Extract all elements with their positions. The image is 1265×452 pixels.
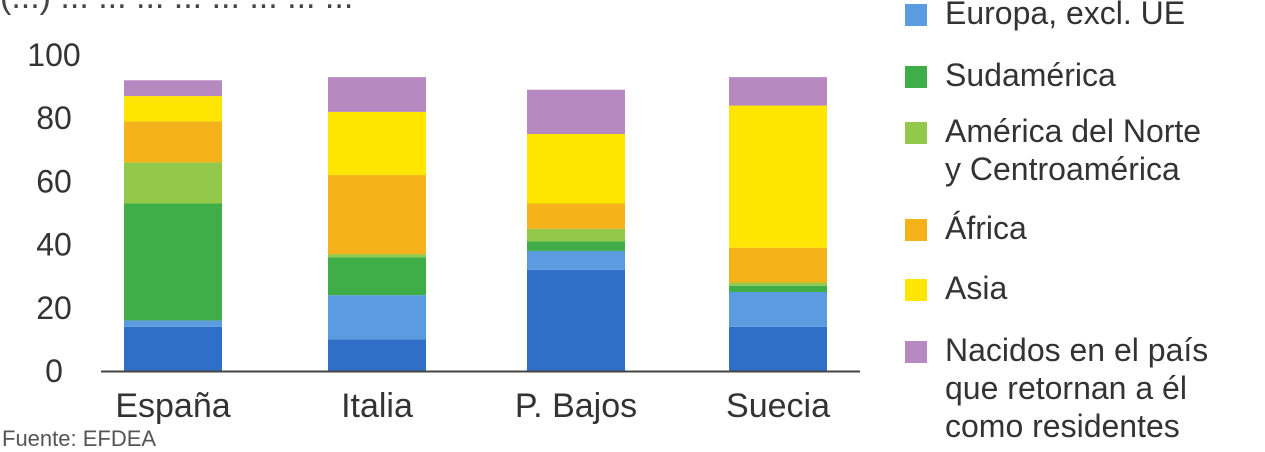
legend-label: América del Norte y Centroamérica xyxy=(945,113,1202,187)
y-tick-label: 40 xyxy=(36,227,72,263)
bar-segment xyxy=(124,162,222,204)
stacked-bar-chart: 0 20 40 60 80 100 España Italia P. Bajos Suecia xyxy=(27,37,860,425)
bar-segment xyxy=(527,269,625,371)
bar-segment xyxy=(124,203,222,321)
bar-segment xyxy=(729,105,827,248)
bar-segment xyxy=(124,80,222,97)
legend-label: Europa, excl. UE xyxy=(945,0,1186,31)
bar-segment xyxy=(729,292,827,327)
x-category-label: España xyxy=(115,387,230,425)
bar-segment xyxy=(527,228,625,242)
legend-item: Nacidos en el país que retornan a él com… xyxy=(905,331,1208,445)
bar-segment xyxy=(328,257,426,296)
y-tick-label: 0 xyxy=(45,353,63,389)
source-note: Fuente: EFDEA xyxy=(2,426,157,451)
x-category-label: Suecia xyxy=(726,387,830,425)
bar-segment xyxy=(527,89,625,134)
bar-segment xyxy=(729,282,827,286)
bar-segment xyxy=(124,326,222,371)
y-tick-label: 20 xyxy=(36,290,72,326)
bar-segment xyxy=(527,241,625,251)
bar-segment xyxy=(328,339,426,371)
legend-swatch xyxy=(905,4,927,26)
bar-segment xyxy=(124,121,222,163)
legend-label: Nacidos en el país que retornan a él com… xyxy=(945,332,1209,444)
legend-swatch xyxy=(905,122,927,144)
bar-segment xyxy=(527,134,625,204)
legend-item: América del Norte y Centroamérica xyxy=(905,112,1201,188)
bar-segment xyxy=(328,175,426,255)
x-category-label: Italia xyxy=(341,387,413,425)
y-tick-label: 80 xyxy=(36,100,72,136)
x-category-label: P. Bajos xyxy=(515,387,637,425)
y-tick-label: 60 xyxy=(36,163,72,199)
bar-segment xyxy=(729,285,827,292)
bar-segment xyxy=(729,247,827,283)
bar-segment xyxy=(729,77,827,106)
legend-swatch xyxy=(905,219,927,241)
bar-segment xyxy=(328,254,426,258)
cropped-header-text: (...) ... ... ... ... ... ... ... ... xyxy=(0,0,860,17)
legend-item: Asia xyxy=(905,269,1007,307)
legend-swatch xyxy=(905,279,927,301)
y-tick-label: 100 xyxy=(27,37,80,73)
legend-item: Europa, excl. UE xyxy=(905,0,1185,32)
bar-segment xyxy=(527,250,625,270)
legend-item: Sudamérica xyxy=(905,56,1116,94)
legend-swatch xyxy=(905,341,927,363)
legend-swatch xyxy=(905,66,927,88)
legend-label: África xyxy=(945,210,1027,246)
bar-segment xyxy=(124,96,222,122)
bar-segment xyxy=(328,77,426,112)
bar-segment xyxy=(527,203,625,229)
bar-segment xyxy=(124,320,222,327)
bar-segment xyxy=(328,295,426,340)
bar-segment xyxy=(729,326,827,371)
legend-label: Asia xyxy=(945,270,1008,306)
legend-label: Sudamérica xyxy=(945,57,1116,93)
bar-segment xyxy=(328,111,426,176)
legend-item: África xyxy=(905,209,1027,247)
